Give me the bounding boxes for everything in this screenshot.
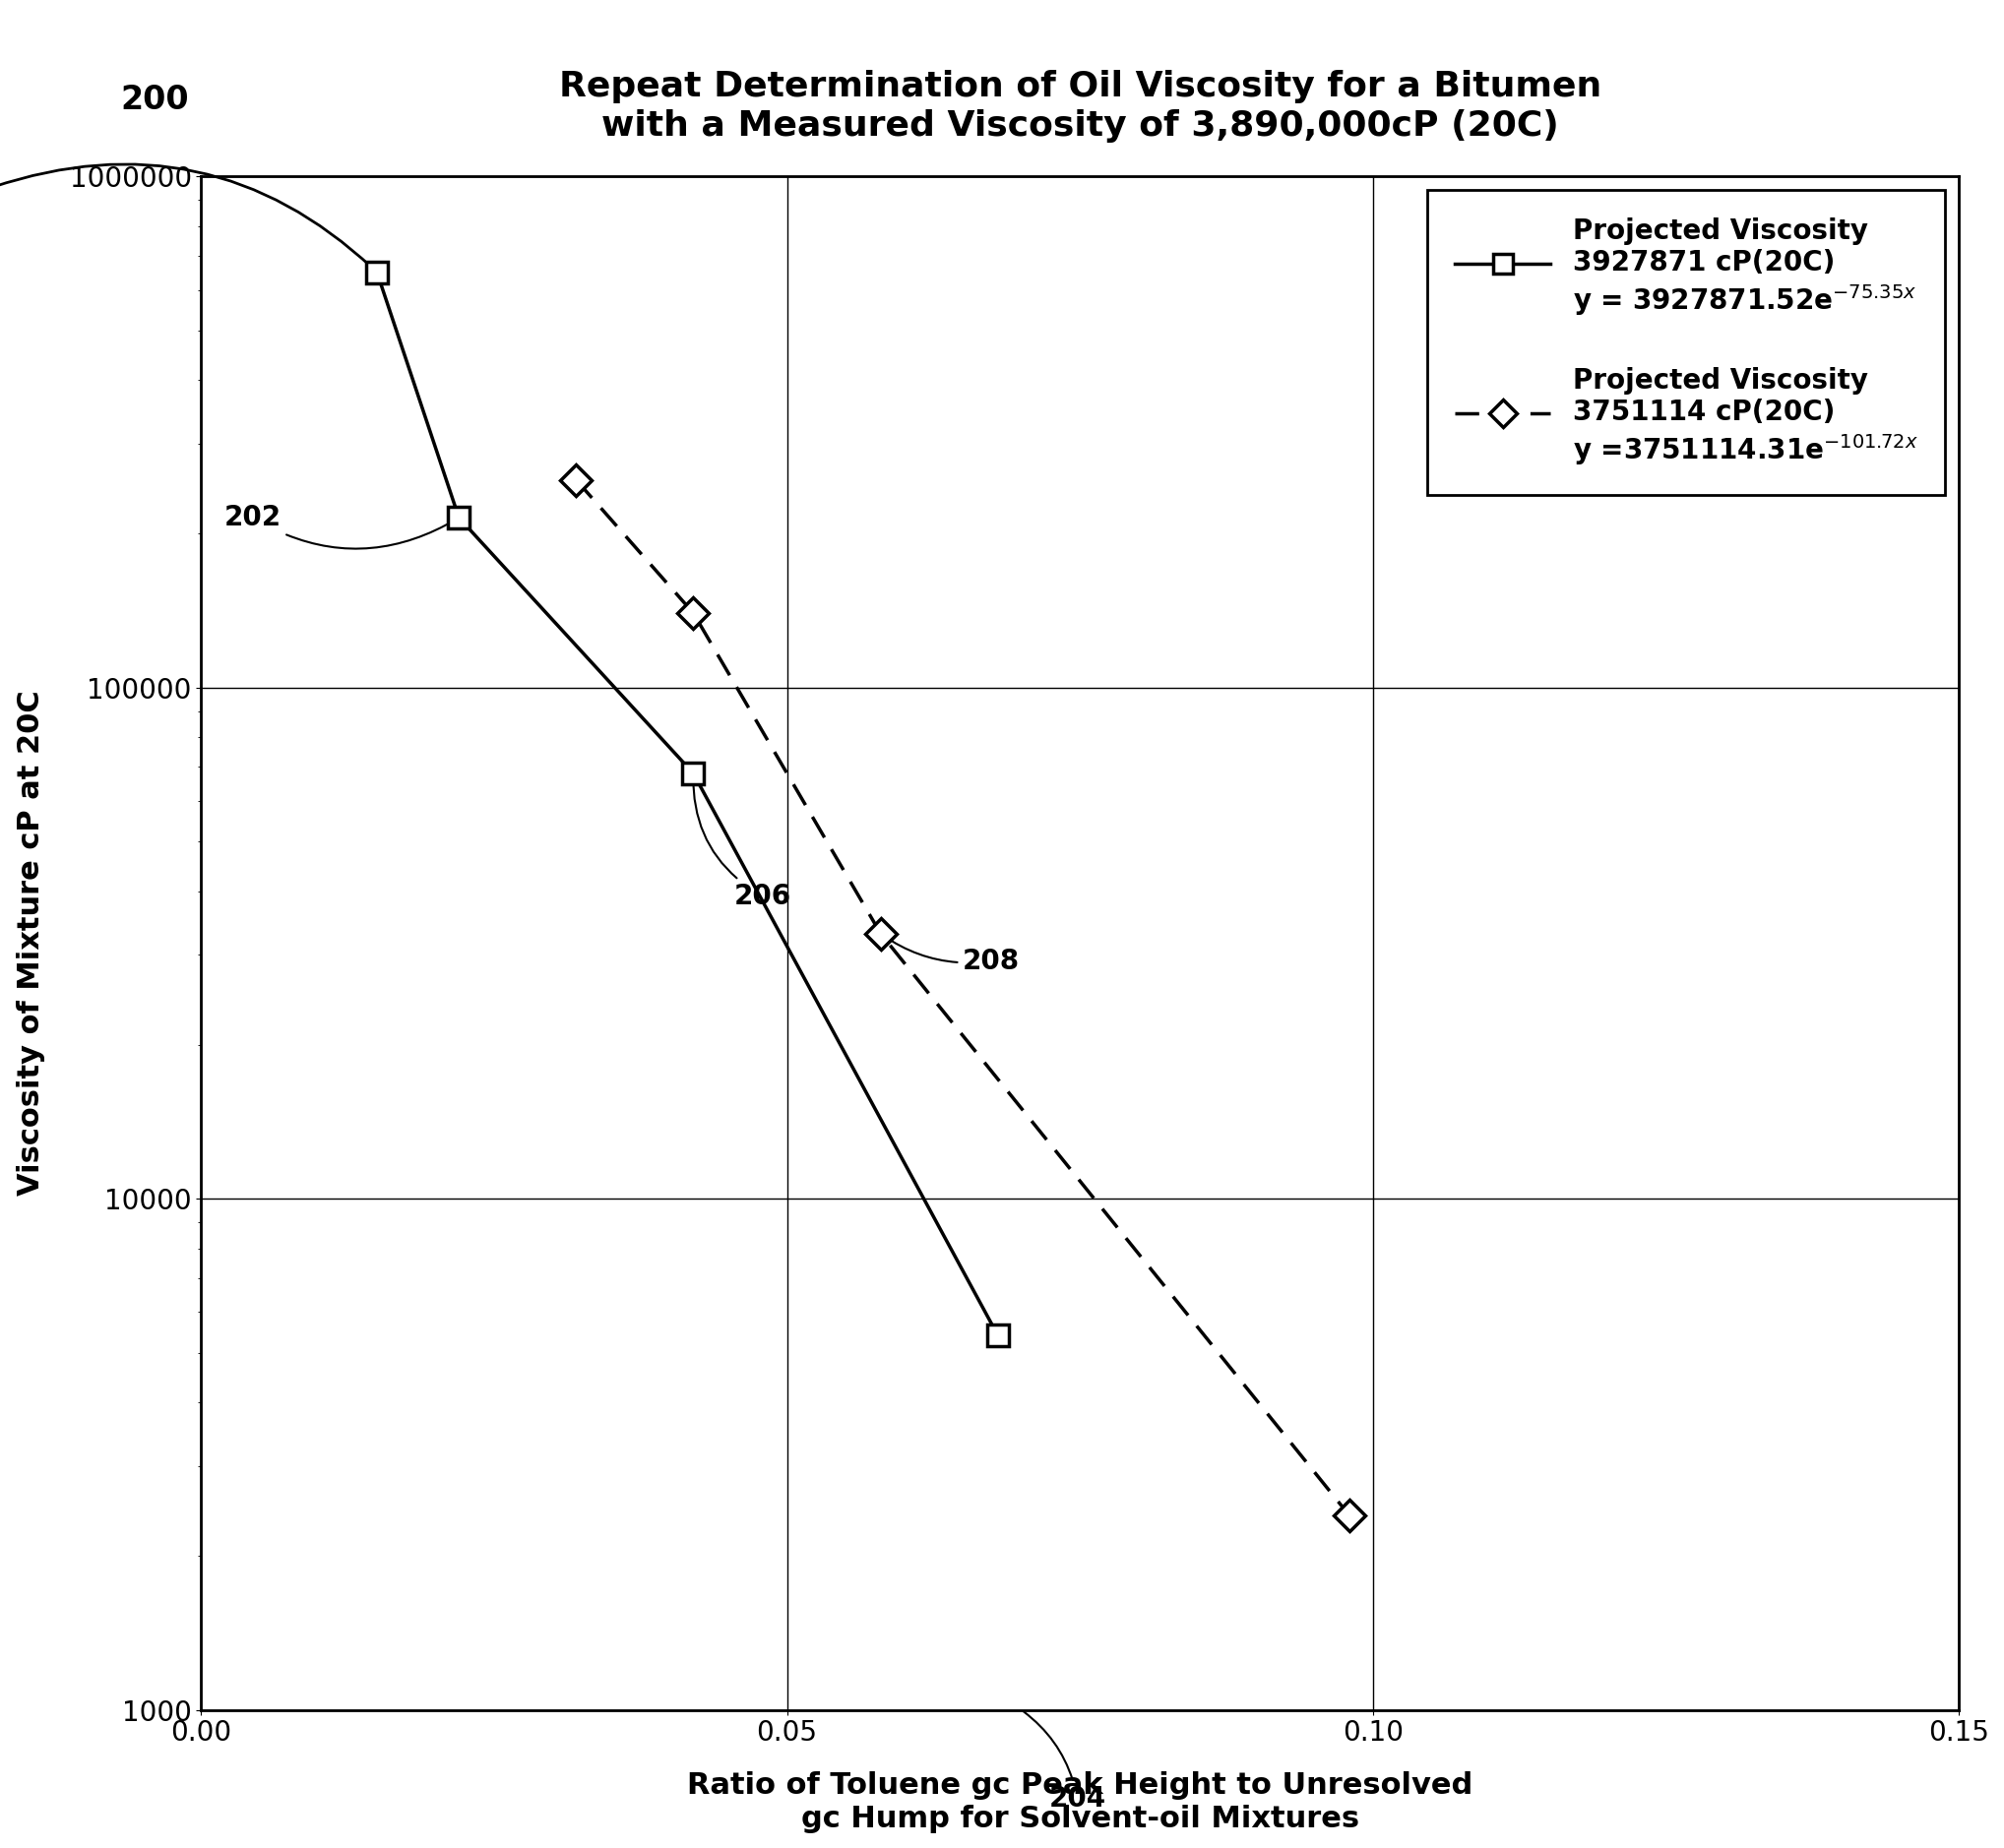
Text: 208: 208 (884, 935, 1020, 976)
Text: 200: 200 (120, 83, 188, 116)
Text: 202: 202 (224, 505, 457, 549)
Text: 206: 206 (693, 776, 792, 911)
Title: Repeat Determination of Oil Viscosity for a Bitumen
with a Measured Viscosity of: Repeat Determination of Oil Viscosity fo… (559, 70, 1601, 142)
Text: 204: 204 (1024, 1711, 1106, 1813)
Legend: Projected Viscosity
3927871 cP(20C)
y = 3927871.52e$^{-75.35x}$, Projected Visco: Projected Viscosity 3927871 cP(20C) y = … (1427, 190, 1946, 495)
Y-axis label: Viscosity of Mixture cP at 20C: Viscosity of Mixture cP at 20C (16, 691, 44, 1196)
X-axis label: Ratio of Toluene gc Peak Height to Unresolved
gc Hump for Solvent-oil Mixtures: Ratio of Toluene gc Peak Height to Unres… (687, 1772, 1473, 1833)
